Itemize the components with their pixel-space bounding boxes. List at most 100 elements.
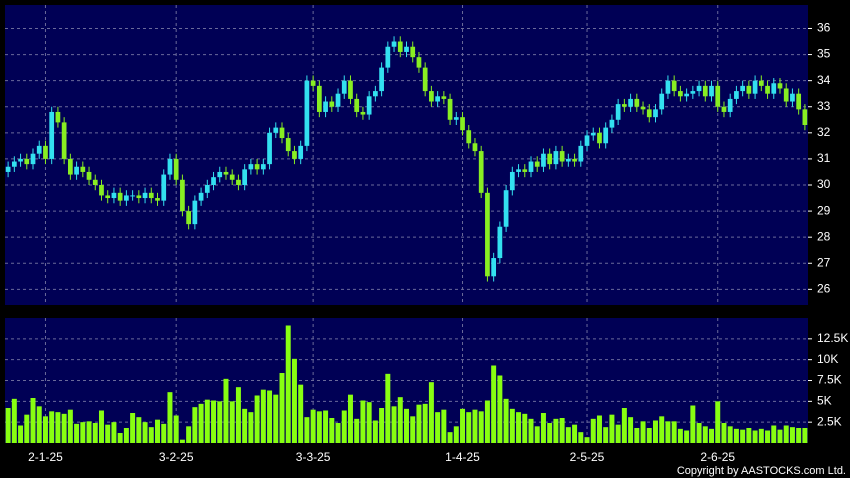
candle-body [335,93,341,107]
candle-body [597,132,602,144]
volume-bar [341,410,347,443]
candle-body [516,169,521,172]
candle-body [565,158,571,162]
volume-bar [590,418,596,443]
volume-bar [18,425,24,443]
volume-bar [565,427,571,443]
volume-bar [242,408,248,443]
candle-body [43,145,48,159]
candle-body [292,151,297,159]
volume-bar [80,422,86,443]
volume-bar [715,401,721,443]
candle-body [628,98,633,107]
volume-bar [192,407,198,443]
volume-bar [472,409,478,443]
volume-bar [354,418,360,443]
candle-body [155,198,160,201]
candle-body [192,200,198,225]
volume-bar [422,403,428,443]
candle-body [61,122,67,159]
candle-body [211,177,216,185]
candle-body [653,109,658,118]
y-tick-label: 7.5K [817,373,842,387]
volume-bar [466,412,472,443]
volume-bar [98,410,104,443]
candle-body [223,171,229,175]
candle-body [117,192,123,201]
volume-bar [260,389,266,443]
volume-bar [410,416,416,443]
volume-bar [211,400,217,443]
volume-bar [74,423,80,443]
candle-body [248,164,254,170]
candle-body [665,80,671,94]
volume-bar [229,401,235,443]
candle-body [534,161,540,167]
volume-bar [42,416,48,443]
volume-bar [702,426,708,443]
volume-bar [217,401,223,443]
candle-body [242,169,248,185]
candle-body [622,104,627,107]
candle-body [49,111,55,159]
candle-body [111,192,117,199]
candle-body [142,192,148,199]
volume-bar [578,432,584,443]
candle-body [285,138,291,152]
volume-bar [279,373,285,443]
volume-bar [372,420,378,443]
candle-body [80,166,86,172]
candle-body [186,211,191,225]
volume-bar [796,428,802,443]
candle-body [329,101,335,107]
candle-body [105,195,111,199]
x-tick-label: 1-4-25 [445,450,480,464]
candle-body [702,85,708,97]
candle-body [503,190,509,227]
volume-bar [254,395,260,443]
volume-bar [123,428,129,443]
volume-bar [366,402,372,443]
volume-bar [596,415,602,443]
y-tick-label: 30 [817,177,831,191]
candle-body [385,46,391,68]
volume-bar [24,414,30,443]
y-tick-label: 36 [817,21,831,35]
candle-body [646,109,652,118]
volume-bar [659,416,665,443]
volume-bar [111,422,117,443]
volume-bar [572,424,578,443]
candle-body [765,85,770,94]
volume-bar [789,427,795,443]
volume-bar [55,412,61,443]
volume-bar [360,400,366,443]
volume-bar [553,418,559,443]
candle-body [217,171,223,178]
y-tick-label: 33 [817,99,831,113]
y-tick-label: 26 [817,282,831,296]
candle-body [696,85,702,92]
volume-bar [105,424,111,443]
candle-body [802,109,808,125]
volume-bar [603,427,609,443]
volume-bar [733,428,739,443]
volume-bar [30,398,36,443]
candle-body [236,179,241,185]
volume-bar [148,427,154,443]
volume-bar [179,439,185,443]
candle-body [796,93,802,110]
volume-bar [435,412,441,443]
candle-body [136,195,142,199]
x-tick-label: 2-6-25 [700,450,735,464]
candle-body [267,132,272,165]
x-tick-label: 3-3-25 [296,450,331,464]
volume-bar [316,411,322,443]
volume-bar [696,423,702,443]
y-tick-label: 32 [817,125,831,139]
volume-bar [304,417,310,443]
candle-body [553,151,559,165]
candle-body [92,179,98,185]
volume-bar [615,424,621,443]
candle-body [304,80,310,146]
